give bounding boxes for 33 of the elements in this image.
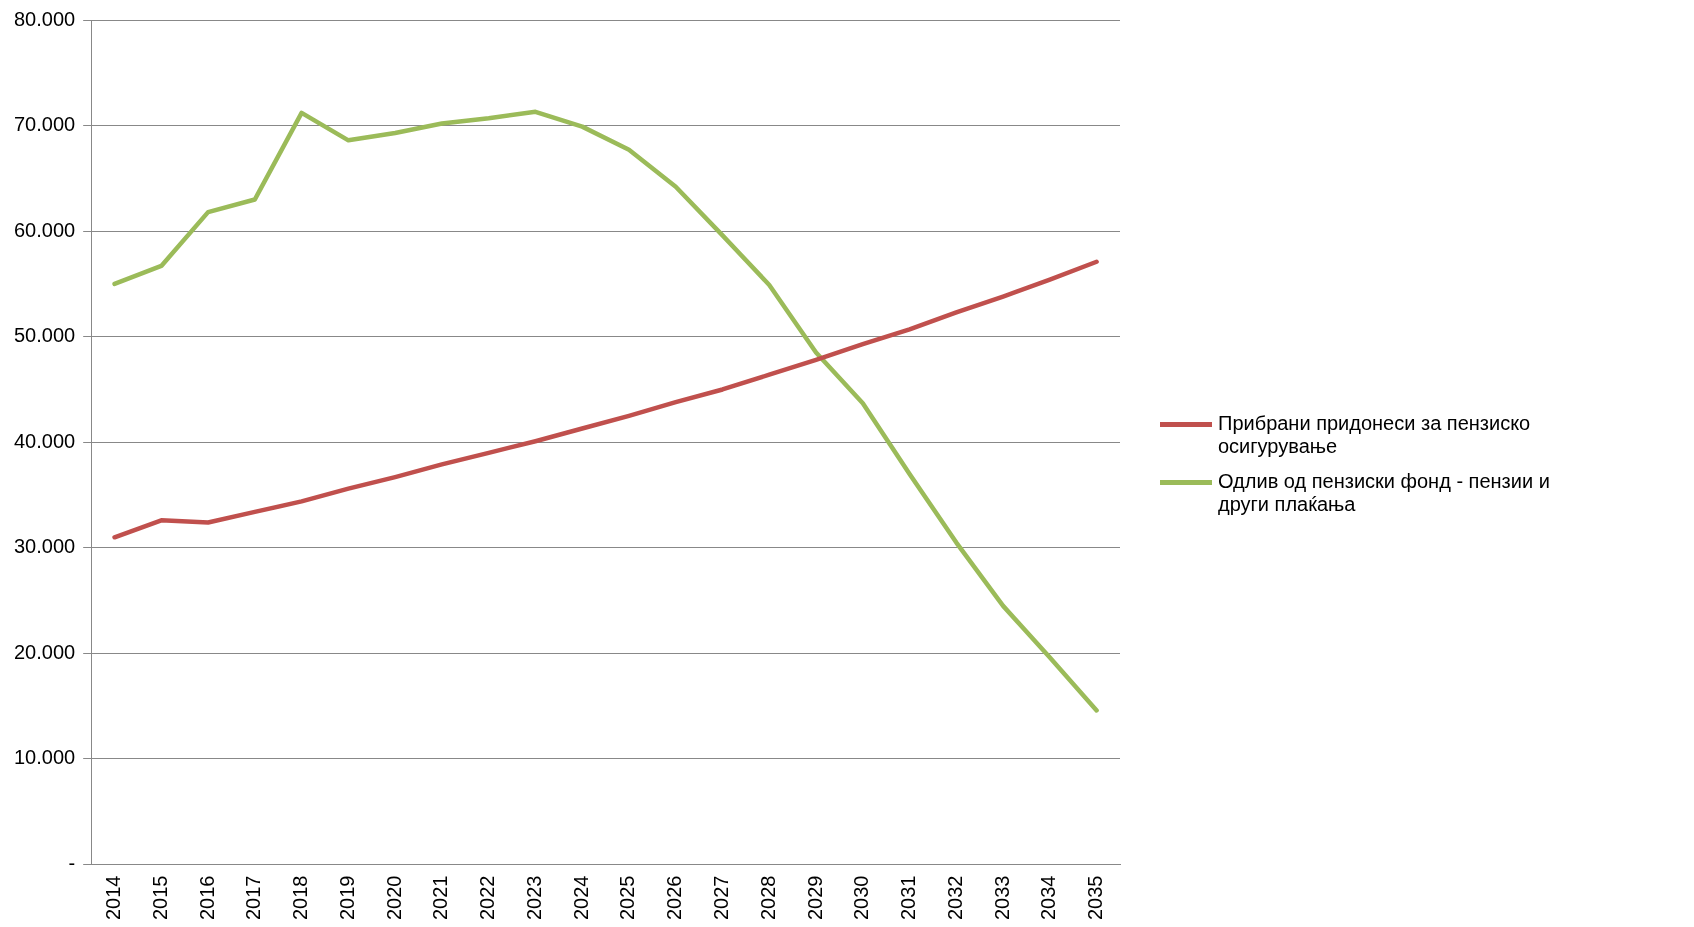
y-tick-label: 60.000 [14, 218, 76, 241]
y-tick-label: 30.000 [14, 535, 76, 558]
x-tick-label: 2014 [102, 875, 125, 921]
x-tick-label: 2035 [1084, 875, 1107, 921]
x-tick-label: 2021 [429, 875, 452, 921]
x-tick-label: 2024 [569, 875, 592, 921]
y-tick-label: 50.000 [14, 324, 76, 347]
x-tick-label: 2017 [242, 875, 265, 921]
x-tick-label: 2029 [803, 875, 826, 921]
x-tick-label: 2030 [850, 875, 873, 921]
x-tick-label: 2022 [476, 875, 499, 921]
x-tick-label: 2027 [710, 875, 733, 921]
y-tick-label: 10.000 [14, 746, 76, 769]
legend-label: Прибрани придонеси за пензиско осигурување [1218, 411, 1532, 458]
x-tick-label: 2032 [943, 875, 966, 921]
x-tick-label: 2028 [756, 875, 779, 921]
x-tick-label: 2015 [148, 875, 171, 921]
x-tick-label: 2020 [382, 875, 405, 921]
y-tick-label: - [68, 852, 76, 875]
x-tick-label: 2023 [522, 875, 545, 921]
y-tick-label: 20.000 [14, 640, 76, 663]
x-tick-label: 2026 [663, 875, 686, 921]
legend-label: Одлив од пензиски фонд - пензии и други плаќања [1218, 469, 1551, 516]
x-tick-label: 2033 [990, 875, 1013, 921]
y-tick-label: 40.000 [14, 429, 76, 452]
x-tick-label: 2018 [289, 875, 312, 921]
y-tick-label: 70.000 [14, 113, 76, 136]
x-tick-label: 2025 [616, 875, 639, 921]
x-tick-label: 2016 [195, 875, 218, 921]
y-tick-label: 80.000 [14, 7, 76, 30]
x-tick-label: 2031 [897, 875, 920, 921]
x-tick-label: 2019 [335, 875, 358, 921]
x-tick-label: 2034 [1037, 875, 1060, 921]
